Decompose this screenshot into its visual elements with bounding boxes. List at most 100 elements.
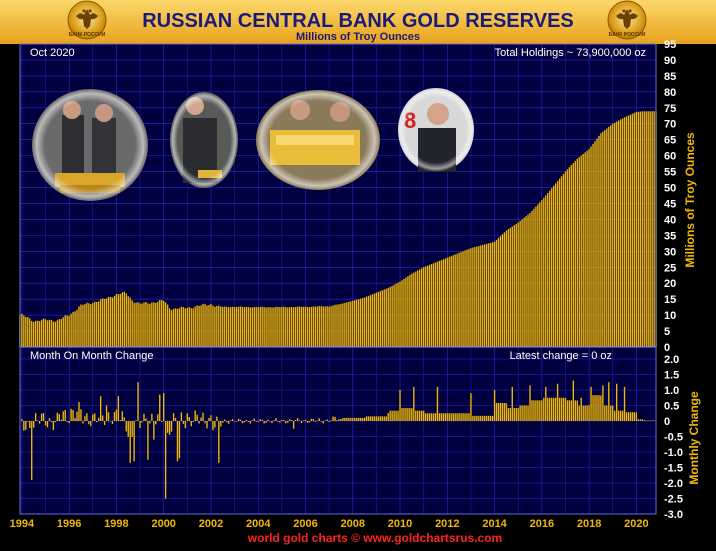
- holdings-bar: [308, 307, 311, 347]
- holdings-bar: [25, 317, 27, 347]
- holdings-bar: [166, 304, 169, 347]
- holdings-bar: [233, 306, 236, 347]
- change-bar: [623, 386, 626, 421]
- chart-title: RUSSIAN CENTRAL BANK GOLD RESERVES: [142, 10, 574, 32]
- holdings-bar: [529, 212, 531, 347]
- holdings-bar: [350, 301, 352, 347]
- y-tick-label: 2.0: [664, 354, 679, 366]
- change-bar: [263, 421, 265, 424]
- holdings-bar: [619, 119, 622, 347]
- emblem-left-text: БАНК РОССИИ: [69, 32, 106, 38]
- change-bar: [149, 421, 151, 424]
- change-bar: [318, 418, 320, 421]
- change-bar: [444, 413, 447, 421]
- holdings-bar: [653, 111, 655, 347]
- change-bar: [420, 410, 423, 421]
- change-bar: [606, 405, 608, 421]
- change-bar: [584, 405, 586, 421]
- change-bar: [367, 416, 370, 421]
- holdings-bar: [121, 292, 124, 347]
- holdings-bar: [568, 167, 571, 347]
- change-bar: [350, 417, 352, 421]
- change-bar: [590, 386, 592, 421]
- holdings-bar: [623, 117, 626, 347]
- change-bar: [103, 421, 106, 426]
- holdings-bar: [369, 295, 372, 347]
- y-tick-label: -1.0: [664, 447, 683, 459]
- holdings-bar: [444, 258, 447, 347]
- x-tick-label: 2000: [151, 518, 175, 530]
- change-bar: [86, 413, 88, 421]
- holdings-bar: [80, 304, 82, 347]
- holdings-bar: [198, 305, 200, 347]
- holdings-bar: [491, 242, 494, 347]
- holdings-bar: [450, 256, 452, 347]
- change-bar: [220, 421, 222, 427]
- change-bar: [115, 409, 118, 421]
- holdings-bar: [478, 245, 480, 347]
- change-bar: [153, 421, 155, 440]
- holdings-bar: [251, 307, 253, 347]
- change-bar: [619, 410, 622, 421]
- officials-with-gold-bars-photo: [32, 89, 148, 201]
- change-bar: [206, 421, 208, 429]
- holdings-bar: [164, 302, 167, 347]
- change-bar: [487, 415, 490, 421]
- holdings-bar: [356, 299, 358, 347]
- change-bar: [101, 415, 104, 421]
- change-bar: [359, 417, 362, 421]
- holdings-bar: [617, 120, 620, 347]
- holdings-bar: [391, 285, 393, 347]
- holdings-bar: [84, 304, 86, 347]
- holdings-bar: [326, 306, 328, 347]
- change-bar: [46, 421, 49, 428]
- holdings-bar: [127, 296, 129, 347]
- change-bar: [202, 412, 204, 421]
- holdings-bar: [651, 111, 653, 347]
- change-bar: [66, 421, 68, 422]
- change-bar: [513, 408, 515, 421]
- change-bar: [235, 421, 238, 422]
- change-bar: [489, 415, 492, 421]
- change-bar: [608, 382, 610, 421]
- change-bar: [610, 405, 612, 421]
- change-bar: [495, 402, 498, 421]
- holdings-bar: [458, 252, 460, 347]
- holdings-bar: [34, 320, 37, 347]
- holdings-bar: [436, 261, 439, 347]
- official-pointing-photo: 8: [398, 88, 474, 172]
- change-bar: [74, 418, 76, 421]
- holdings-bar: [367, 295, 370, 347]
- y-tick-label: 40: [664, 214, 676, 226]
- holdings-bar: [452, 255, 454, 347]
- holdings-bar: [257, 307, 259, 347]
- change-bar: [525, 405, 527, 421]
- holdings-bar: [137, 302, 139, 347]
- holdings-bar: [27, 317, 29, 347]
- holdings-bar: [330, 306, 332, 347]
- holdings-bar: [537, 204, 539, 347]
- holdings-bar: [403, 278, 405, 347]
- holdings-bar: [145, 302, 147, 347]
- change-bar: [562, 397, 565, 421]
- change-bar: [31, 421, 33, 480]
- change-bar: [50, 421, 53, 422]
- holdings-bar: [261, 306, 263, 347]
- change-bar: [23, 421, 25, 431]
- holdings-bar: [462, 251, 464, 347]
- change-bar: [428, 413, 431, 421]
- holdings-bar: [265, 307, 267, 347]
- change-bar: [379, 416, 382, 421]
- change-bar: [314, 421, 317, 422]
- holdings-bar: [610, 125, 612, 347]
- holdings-bar: [123, 291, 125, 347]
- change-bar: [78, 401, 80, 421]
- holdings-bar: [631, 113, 634, 348]
- holdings-bar: [206, 305, 208, 347]
- change-bar: [515, 408, 517, 421]
- y-tick-label: 65: [664, 135, 676, 147]
- change-bar: [294, 420, 297, 421]
- holdings-bar: [615, 121, 618, 348]
- holdings-bar: [287, 307, 289, 347]
- holdings-bar: [159, 299, 161, 347]
